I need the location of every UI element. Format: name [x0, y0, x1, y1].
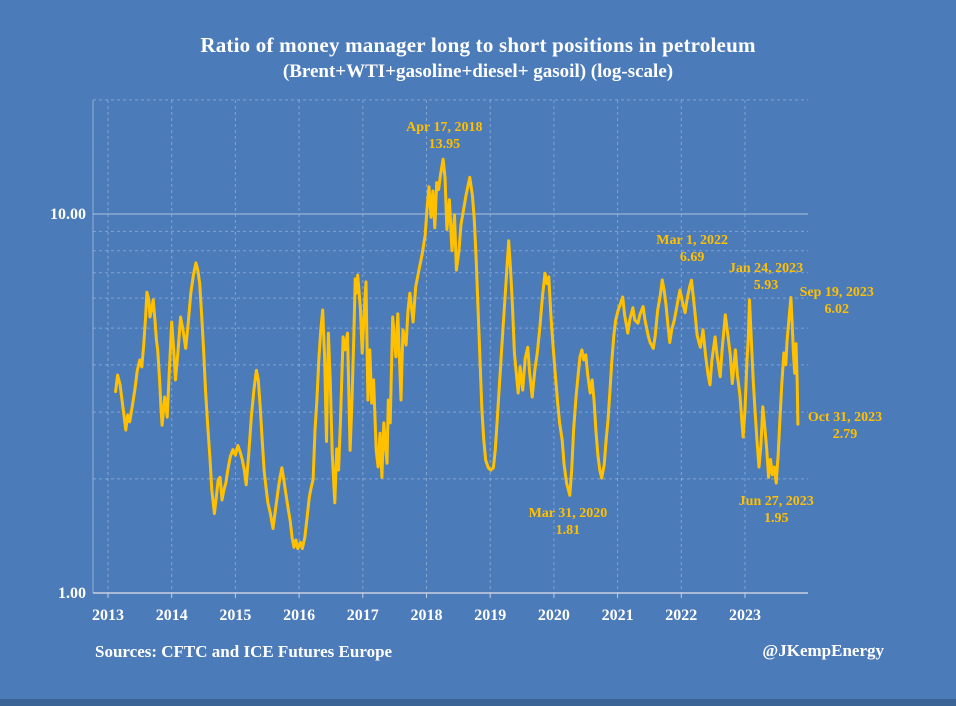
annotation-value: 6.69: [679, 250, 705, 266]
annotation-value: 1.81: [555, 522, 581, 538]
annotation-jan-24-2023: Jan 24, 2023 5.93: [729, 260, 803, 294]
x-axis-label-2022: 2022: [665, 607, 697, 624]
annotation-sep-19-2023: Sep 19, 2023 6.02: [800, 284, 874, 318]
annotation-mar-1-2022: Mar 1, 2022 6.69: [656, 232, 728, 266]
annotation-date: Sep 19, 2023: [799, 285, 874, 301]
annotation-date: Oct 31, 2023: [807, 409, 883, 425]
x-axis-label-2017: 2017: [347, 607, 379, 624]
x-axis-label-2023: 2023: [729, 607, 761, 624]
annotation-apr-17-2018: Apr 17, 2018 13.95: [406, 119, 482, 153]
annotation-jun-27-2023: Jun 27, 2023 1.95: [739, 493, 814, 527]
sources-note: Sources: CFTC and ICE Futures Europe: [95, 642, 393, 661]
annotation-value: 6.02: [824, 302, 849, 318]
x-axis-label-2020: 2020: [538, 607, 570, 624]
x-axis-label-2015: 2015: [219, 607, 251, 624]
page-subtitle: (Brent+WTI+gasoline+diesel+ gasoil) (log…: [282, 61, 674, 82]
author-handle: @JKempEnergy: [762, 641, 884, 660]
annotation-date: Jun 27, 2023: [738, 493, 814, 509]
x-axis-label-2021: 2021: [602, 607, 634, 624]
annotation-date: Jan 24, 2023: [728, 260, 804, 276]
annotation-mar-31-2020: Mar 31, 2020 1.81: [529, 505, 608, 539]
y-axis-label-10: 10.00: [50, 206, 86, 223]
annotation-value: 2.79: [832, 426, 858, 442]
annotation-value: 5.93: [753, 277, 779, 293]
annotation-value: 13.95: [428, 136, 461, 152]
x-axis-label-2018: 2018: [411, 607, 443, 624]
ratio-line: [114, 157, 800, 551]
x-axis-label-2016: 2016: [283, 607, 315, 624]
bottom-edge-strip: [0, 699, 956, 706]
x-axis-label-2019: 2019: [474, 607, 506, 624]
annotation-date: Apr 17, 2018: [406, 119, 483, 135]
annotation-oct-31-2023: Oct 31, 2023 2.79: [808, 409, 882, 443]
x-axis-label-2013: 2013: [92, 607, 124, 624]
x-axis-label-2014: 2014: [156, 607, 188, 624]
annotation-date: Mar 1, 2022: [656, 233, 728, 249]
page-title: Ratio of money manager long to short pos…: [200, 33, 756, 57]
annotation-date: Mar 31, 2020: [528, 505, 608, 521]
annotation-value: 1.95: [763, 510, 789, 526]
y-axis-label-1: 1.00: [58, 585, 86, 602]
